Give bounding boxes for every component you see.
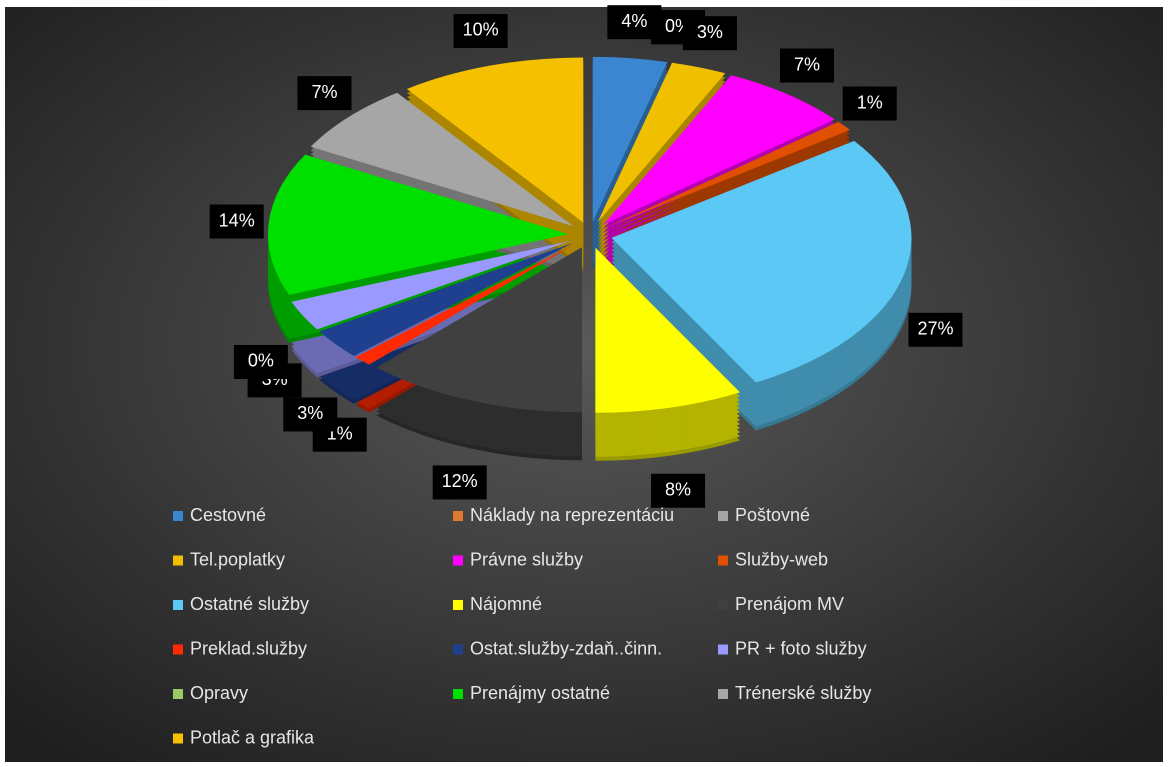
data-label: 12%: [442, 471, 478, 491]
data-label-box: [233, 344, 288, 379]
legend-swatch: [453, 555, 463, 566]
legend-label: Náklady na reprezentáciu: [470, 505, 674, 525]
data-label: 1%: [857, 92, 883, 112]
legend-swatch: [173, 511, 183, 521]
slice: [611, 140, 912, 383]
slice: [319, 243, 573, 357]
slice: [291, 240, 571, 330]
data-label: 7%: [794, 54, 820, 74]
legend-label: Nájomné: [470, 594, 542, 614]
legend-swatch: [453, 644, 463, 655]
slice: [355, 244, 575, 365]
slice: [310, 92, 574, 227]
legend-label: Ostat.služby-zdaň..činn.: [470, 638, 662, 658]
slice: [268, 154, 569, 295]
legend-swatch: [453, 511, 463, 521]
legend-label: Preklad.služby: [190, 638, 307, 658]
legend-swatch: [173, 689, 183, 699]
chart-background: [5, 7, 1163, 762]
data-label-box: [283, 397, 338, 432]
data-label: 3%: [697, 22, 723, 42]
slice: [376, 247, 582, 413]
data-label-box: [651, 473, 706, 508]
data-label-box: [432, 465, 487, 500]
legend-label: Prenájmy ostatné: [470, 683, 610, 703]
data-label-box: [779, 48, 834, 83]
legend-label: Prenájom MV: [735, 594, 844, 614]
data-label: 10%: [463, 20, 499, 40]
data-label: 4%: [621, 11, 647, 31]
data-label: 7%: [311, 82, 337, 102]
legend-label: Potlač a grafika: [190, 727, 315, 747]
data-label: 27%: [917, 319, 953, 339]
slice: [595, 62, 671, 223]
legend-swatch: [173, 733, 183, 744]
legend-label: Cestovné: [190, 505, 266, 525]
legend-swatch: [173, 600, 183, 610]
legend-label: Ostatné služby: [190, 594, 309, 614]
slice-side: [595, 66, 671, 227]
slice-side: [290, 287, 570, 349]
data-label-box: [908, 312, 963, 347]
legend-label: PR + foto služby: [735, 638, 867, 658]
legend-swatch: [173, 644, 183, 655]
legend-label: Trénerské služby: [735, 683, 871, 703]
data-label-box: [842, 86, 897, 121]
data-label: 3%: [297, 403, 323, 423]
legend-label: Tel.poplatky: [190, 549, 285, 569]
data-label: 8%: [665, 480, 691, 500]
data-label: 14%: [219, 210, 255, 230]
legend-swatch: [718, 511, 728, 521]
data-label-box: [682, 16, 737, 51]
legend-label: Opravy: [190, 683, 248, 703]
data-label-box: [209, 204, 264, 239]
legend-swatch: [718, 644, 728, 655]
legend-swatch: [453, 600, 463, 610]
legend-label: Právne služby: [470, 549, 583, 569]
legend-swatch: [453, 689, 463, 699]
legend-swatch: [718, 555, 728, 566]
data-label-box: [297, 76, 352, 111]
slice: [406, 57, 584, 223]
slice: [595, 247, 740, 413]
legend-label: Služby-web: [735, 549, 828, 569]
slice: [597, 62, 726, 223]
data-label-box: [453, 13, 508, 48]
slice: [603, 75, 835, 225]
legend-swatch: [718, 689, 728, 699]
legend-label: Poštovné: [735, 505, 810, 525]
legend-swatch: [173, 555, 183, 566]
legend-swatch: [718, 600, 728, 610]
slice: [592, 56, 668, 222]
slice: [607, 121, 851, 227]
data-label: 0%: [248, 351, 274, 371]
